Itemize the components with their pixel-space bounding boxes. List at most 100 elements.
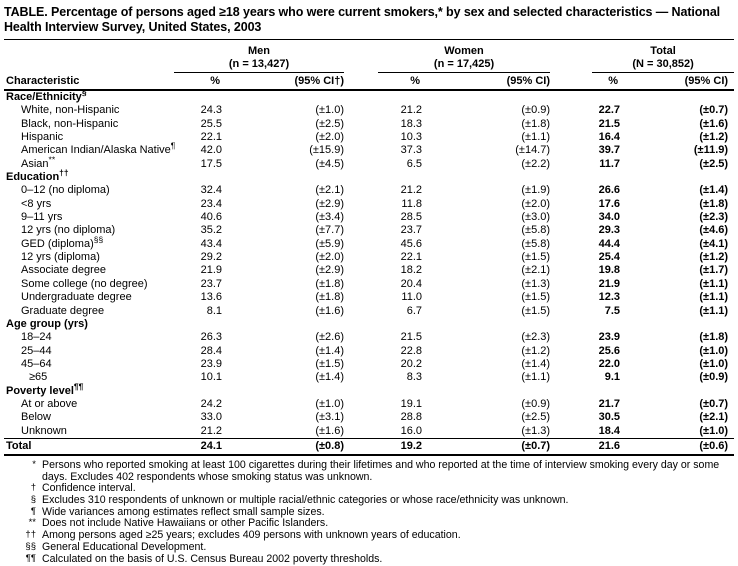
total-ci-header: (95% CI)	[630, 73, 735, 91]
characteristic-header: Characteristic	[4, 73, 174, 91]
women-ci-cell: (±5.8)	[521, 237, 551, 250]
footnote: † Confidence interval.	[4, 482, 734, 495]
total-pct-cell: 7.5	[604, 304, 621, 317]
women-ci-cell: (±0.9)	[521, 104, 551, 117]
row-label-text: ≥65	[29, 371, 48, 384]
table-row: Associate degree 21.9 (±2.9) 18.2 (±2.1) 19.8…	[4, 264, 734, 277]
row-label: Unknown	[4, 425, 174, 439]
men-pct-cell: 23.9	[200, 357, 222, 370]
total-ci-cell: (±2.5)	[699, 157, 729, 170]
footnote-marker: **	[28, 517, 36, 529]
women-pct-cell: 28.5	[400, 211, 423, 224]
row-label: ≥65	[4, 371, 174, 384]
table-row: 18–24 26.3 (±2.6) 21.5 (±2.3) 23.9 (±1.8)	[4, 331, 734, 344]
total-ci-cell: (±0.7)	[699, 104, 729, 117]
footnote-marker: †	[30, 482, 36, 494]
row-label-text: Unknown	[21, 424, 67, 437]
row-label: <8 yrs	[4, 198, 174, 211]
men-ci-cell: (±1.4)	[315, 371, 345, 384]
men-ci-cell: (±1.0)	[315, 397, 345, 410]
men-pct-cell: 43.4	[200, 237, 222, 250]
men-pct-cell: 25.5	[200, 117, 222, 130]
table-body: Race/Ethnicity§ White, non-Hispanic 24.3 (±…	[4, 88, 735, 456]
women-pct-cell: 6.7	[406, 304, 423, 317]
women-pct-cell: 28.8	[400, 411, 423, 424]
footnote-marker: ††	[25, 529, 36, 541]
row-label: 9–11 yrs	[4, 211, 174, 224]
men-ci-cell: (±2.5)	[315, 117, 345, 130]
table-row: Asian** 17.5 (±4.5) 6.5 (±2.2) 11.7 (±2.5)	[4, 155, 734, 171]
total-ci-cell: (±1.6)	[699, 117, 729, 130]
women-pct-cell: 21.2	[400, 184, 423, 197]
footnote-text: Persons who reported smoking at least 10…	[42, 458, 720, 483]
men-ci-cell: (±3.4)	[315, 211, 345, 224]
total-pct-cell: 22.0	[598, 357, 621, 370]
row-label-text: 9–11 yrs	[21, 211, 63, 224]
men-ci-cell: (±2.9)	[315, 197, 345, 210]
men-pct-cell: 22.1	[200, 131, 222, 144]
footnotes: * Persons who reported smoking at least 1…	[4, 458, 734, 565]
men-pct-cell: 23.4	[200, 197, 222, 210]
women-ci-cell: (±3.0)	[521, 211, 551, 224]
row-label: 0–12 (no diploma)	[4, 184, 174, 197]
section-header-label: Race/Ethnicity	[6, 91, 82, 103]
row-label: GED (diploma)§§	[4, 235, 174, 251]
women-pct-cell: 22.1	[400, 251, 423, 264]
row-label-text: 45–64	[21, 357, 52, 370]
women-pct-cell: 6.5	[406, 157, 423, 170]
men-ci-cell: (±3.1)	[315, 411, 345, 424]
total-ci-cell: (±1.0)	[699, 357, 729, 370]
row-label-text: American Indian/Alaska Native	[21, 144, 171, 157]
women-pct-cell: 18.2	[400, 264, 423, 277]
men-group-label: Men	[248, 45, 270, 57]
women-ci-cell: (±1.9)	[521, 184, 551, 197]
table-row: Some college (no degree) 23.7 (±1.8) 20.4 (±…	[4, 278, 734, 291]
men-ci-cell: (±1.8)	[315, 277, 345, 290]
total-pct-cell: 21.5	[598, 117, 621, 130]
men-pct-cell: 21.2	[200, 424, 222, 437]
women-group-n: (n = 17,425)	[433, 58, 495, 70]
table-row: White, non-Hispanic 24.3 (±1.0) 21.2 (±0.9) 2…	[4, 104, 734, 117]
men-ci-cell: (±2.0)	[315, 131, 345, 144]
men-pct-cell: 8.1	[206, 304, 222, 317]
row-label-text: 18–24	[21, 331, 52, 344]
table-row: At or above 24.2 (±1.0) 19.1 (±0.9) 21.7 (±0.7…	[4, 398, 734, 411]
data-table: Men (n = 13,427) Women (n = 17,425) Tota…	[4, 45, 735, 456]
women-ci-cell: (±0.7)	[432, 437, 551, 456]
men-pct-cell: 21.9	[200, 264, 222, 277]
row-label: 12 yrs (no diploma)	[4, 224, 174, 237]
men-ci-cell: (±2.6)	[315, 331, 345, 344]
total-ci-cell: (±1.0)	[699, 424, 729, 437]
row-label-text: <8 yrs	[21, 197, 52, 210]
section-header-label: Age group (yrs)	[6, 317, 88, 330]
men-pct-cell: 29.2	[200, 251, 222, 264]
women-pct-cell: 11.8	[401, 197, 423, 210]
table-row: 45–64 23.9 (±1.5) 20.2 (±1.4) 22.0 (±1.0)	[4, 358, 734, 371]
footnote-text: Confidence interval.	[42, 482, 136, 495]
women-ci-cell: (±1.5)	[521, 251, 551, 264]
table-row: Graduate degree 8.1 (±1.6) 6.7 (±1.5) 7.5 (±1.…	[4, 305, 734, 318]
footnote: ** Does not include Native Hawaiians or o…	[4, 517, 734, 530]
men-ci-cell: (±1.8)	[315, 291, 345, 304]
women-ci-cell: (±1.5)	[521, 291, 551, 304]
women-pct-cell: 37.3	[400, 144, 423, 157]
row-label: Some college (no degree)	[4, 278, 174, 291]
row-label: American Indian/Alaska Native¶	[4, 141, 175, 157]
row-label-text: Associate degree	[21, 264, 106, 277]
row-label-text: Undergraduate degree	[21, 291, 132, 304]
men-group-n: (n = 13,427)	[228, 58, 290, 70]
table-row: 25–44 28.4 (±1.4) 22.8 (±1.2) 25.6 (±1.0)	[4, 345, 734, 358]
total-group-label: Total	[650, 45, 676, 57]
total-pct-cell: 25.6	[598, 344, 621, 357]
row-label-text: 25–44	[21, 344, 52, 357]
spacer-cell	[4, 45, 174, 73]
men-group-header: Men (n = 13,427)	[174, 45, 345, 73]
footnote: §§ General Educational Development.	[4, 541, 734, 554]
men-ci-cell: (±1.4)	[315, 344, 345, 357]
table-row: GED (diploma)§§ 43.4 (±5.9) 45.6 (±5.8) 44.4 (…	[4, 235, 734, 251]
total-pct-cell: 44.4	[598, 237, 621, 250]
women-ci-cell: (±1.3)	[521, 424, 551, 437]
table-row: 12 yrs (diploma) 29.2 (±2.0) 22.1 (±1.5) 25.4…	[4, 251, 734, 264]
total-ci-cell: (±11.9)	[693, 144, 729, 157]
men-pct-cell: 28.4	[200, 344, 222, 357]
